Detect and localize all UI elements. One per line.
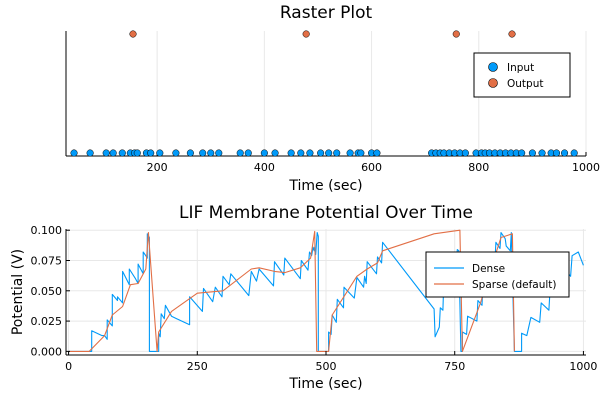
raster-point-input <box>260 149 268 157</box>
lif-line-sparse <box>68 229 515 352</box>
raster-point-input <box>461 149 469 157</box>
lif-plot-title: LIF Membrane Potential Over Time <box>179 203 473 223</box>
raster-point-input <box>287 149 295 157</box>
raster-point-input <box>271 149 279 157</box>
lif-x-tick-label: 1000 <box>569 360 597 373</box>
raster-legend-label-output: Output <box>507 78 543 90</box>
raster-point-input <box>186 149 194 157</box>
raster-x-tick-label: 800 <box>468 161 489 174</box>
raster-point-input <box>118 149 126 157</box>
lif-x-tick-label: 0 <box>65 360 72 373</box>
raster-point-input <box>306 149 314 157</box>
raster-x-tick-label: 400 <box>254 161 275 174</box>
lif-y-tick-label: 0.050 <box>31 285 63 298</box>
lif-legend-box <box>425 251 570 298</box>
raster-point-output <box>129 30 137 38</box>
raster-point-input <box>317 149 325 157</box>
raster-legend-box <box>473 52 571 98</box>
lif-legend: Dense Sparse (default) <box>425 251 570 298</box>
lif-x-tick-label: 500 <box>316 360 337 373</box>
raster-point-input <box>172 149 180 157</box>
raster-point-input <box>86 149 94 157</box>
raster-point-input <box>297 149 305 157</box>
lif-lines <box>68 229 584 352</box>
raster-point-input <box>538 149 546 157</box>
lif-plot-panel: LIF Membrane Potential Over Time 0 250 500… <box>10 203 597 392</box>
lif-y-ticks: 0.000 0.025 0.050 0.075 0.100 <box>31 224 70 358</box>
raster-point-input <box>518 149 526 157</box>
raster-point-input <box>528 149 536 157</box>
lif-x-axis-label: Time (sec) <box>288 376 362 392</box>
raster-point-input <box>357 149 365 157</box>
raster-point-input <box>570 149 578 157</box>
raster-point-input <box>373 149 381 157</box>
raster-point-input <box>236 149 244 157</box>
raster-point-input <box>147 149 155 157</box>
raster-x-axis-label: Time (sec) <box>288 178 362 194</box>
lif-y-axis-label: Potential (V) <box>10 249 26 335</box>
raster-point-input <box>207 149 215 157</box>
raster-plot-title: Raster Plot <box>280 3 373 23</box>
raster-point-input <box>333 149 341 157</box>
lif-line-dense <box>68 232 584 352</box>
raster-point-input <box>215 149 223 157</box>
raster-point-input <box>346 149 354 157</box>
raster-point-input <box>156 149 164 157</box>
lif-y-tick-label: 0.025 <box>31 315 63 328</box>
lif-legend-label-sparse: Sparse (default) <box>472 279 557 291</box>
lif-y-tick-label: 0.100 <box>31 224 63 237</box>
raster-legend: Input Output <box>473 52 571 98</box>
raster-legend-swatch-output <box>488 78 498 88</box>
raster-point-input <box>325 149 333 157</box>
raster-point-output <box>302 30 310 38</box>
raster-point-input <box>133 149 141 157</box>
lif-legend-label-dense: Dense <box>472 263 505 275</box>
lif-y-tick-label: 0.075 <box>31 255 63 268</box>
lif-y-tick-label: 0.000 <box>31 345 63 358</box>
raster-grid <box>156 31 587 156</box>
raster-point-input <box>244 149 252 157</box>
raster-point-input <box>561 149 569 157</box>
lif-x-tick-label: 750 <box>444 360 465 373</box>
raster-point-input <box>199 149 207 157</box>
raster-point-input <box>552 149 561 157</box>
raster-legend-label-input: Input <box>507 62 534 74</box>
raster-x-tick-label: 600 <box>361 161 382 174</box>
raster-point-input <box>70 149 78 157</box>
raster-point-input <box>109 149 117 157</box>
raster-point-output <box>508 30 516 38</box>
raster-points <box>70 30 578 157</box>
lif-x-ticks: 0 250 500 750 1000 <box>65 351 597 373</box>
raster-x-tick-label: 1000 <box>572 161 600 174</box>
raster-legend-swatch-input <box>488 62 498 72</box>
raster-point-input <box>102 149 110 157</box>
raster-point-output <box>452 30 460 38</box>
lif-x-tick-label: 250 <box>187 360 208 373</box>
raster-plot-panel: Raster Plot 200 400 600 800 1000 Time (sec) … <box>65 3 600 194</box>
raster-x-tick-label: 200 <box>147 161 168 174</box>
